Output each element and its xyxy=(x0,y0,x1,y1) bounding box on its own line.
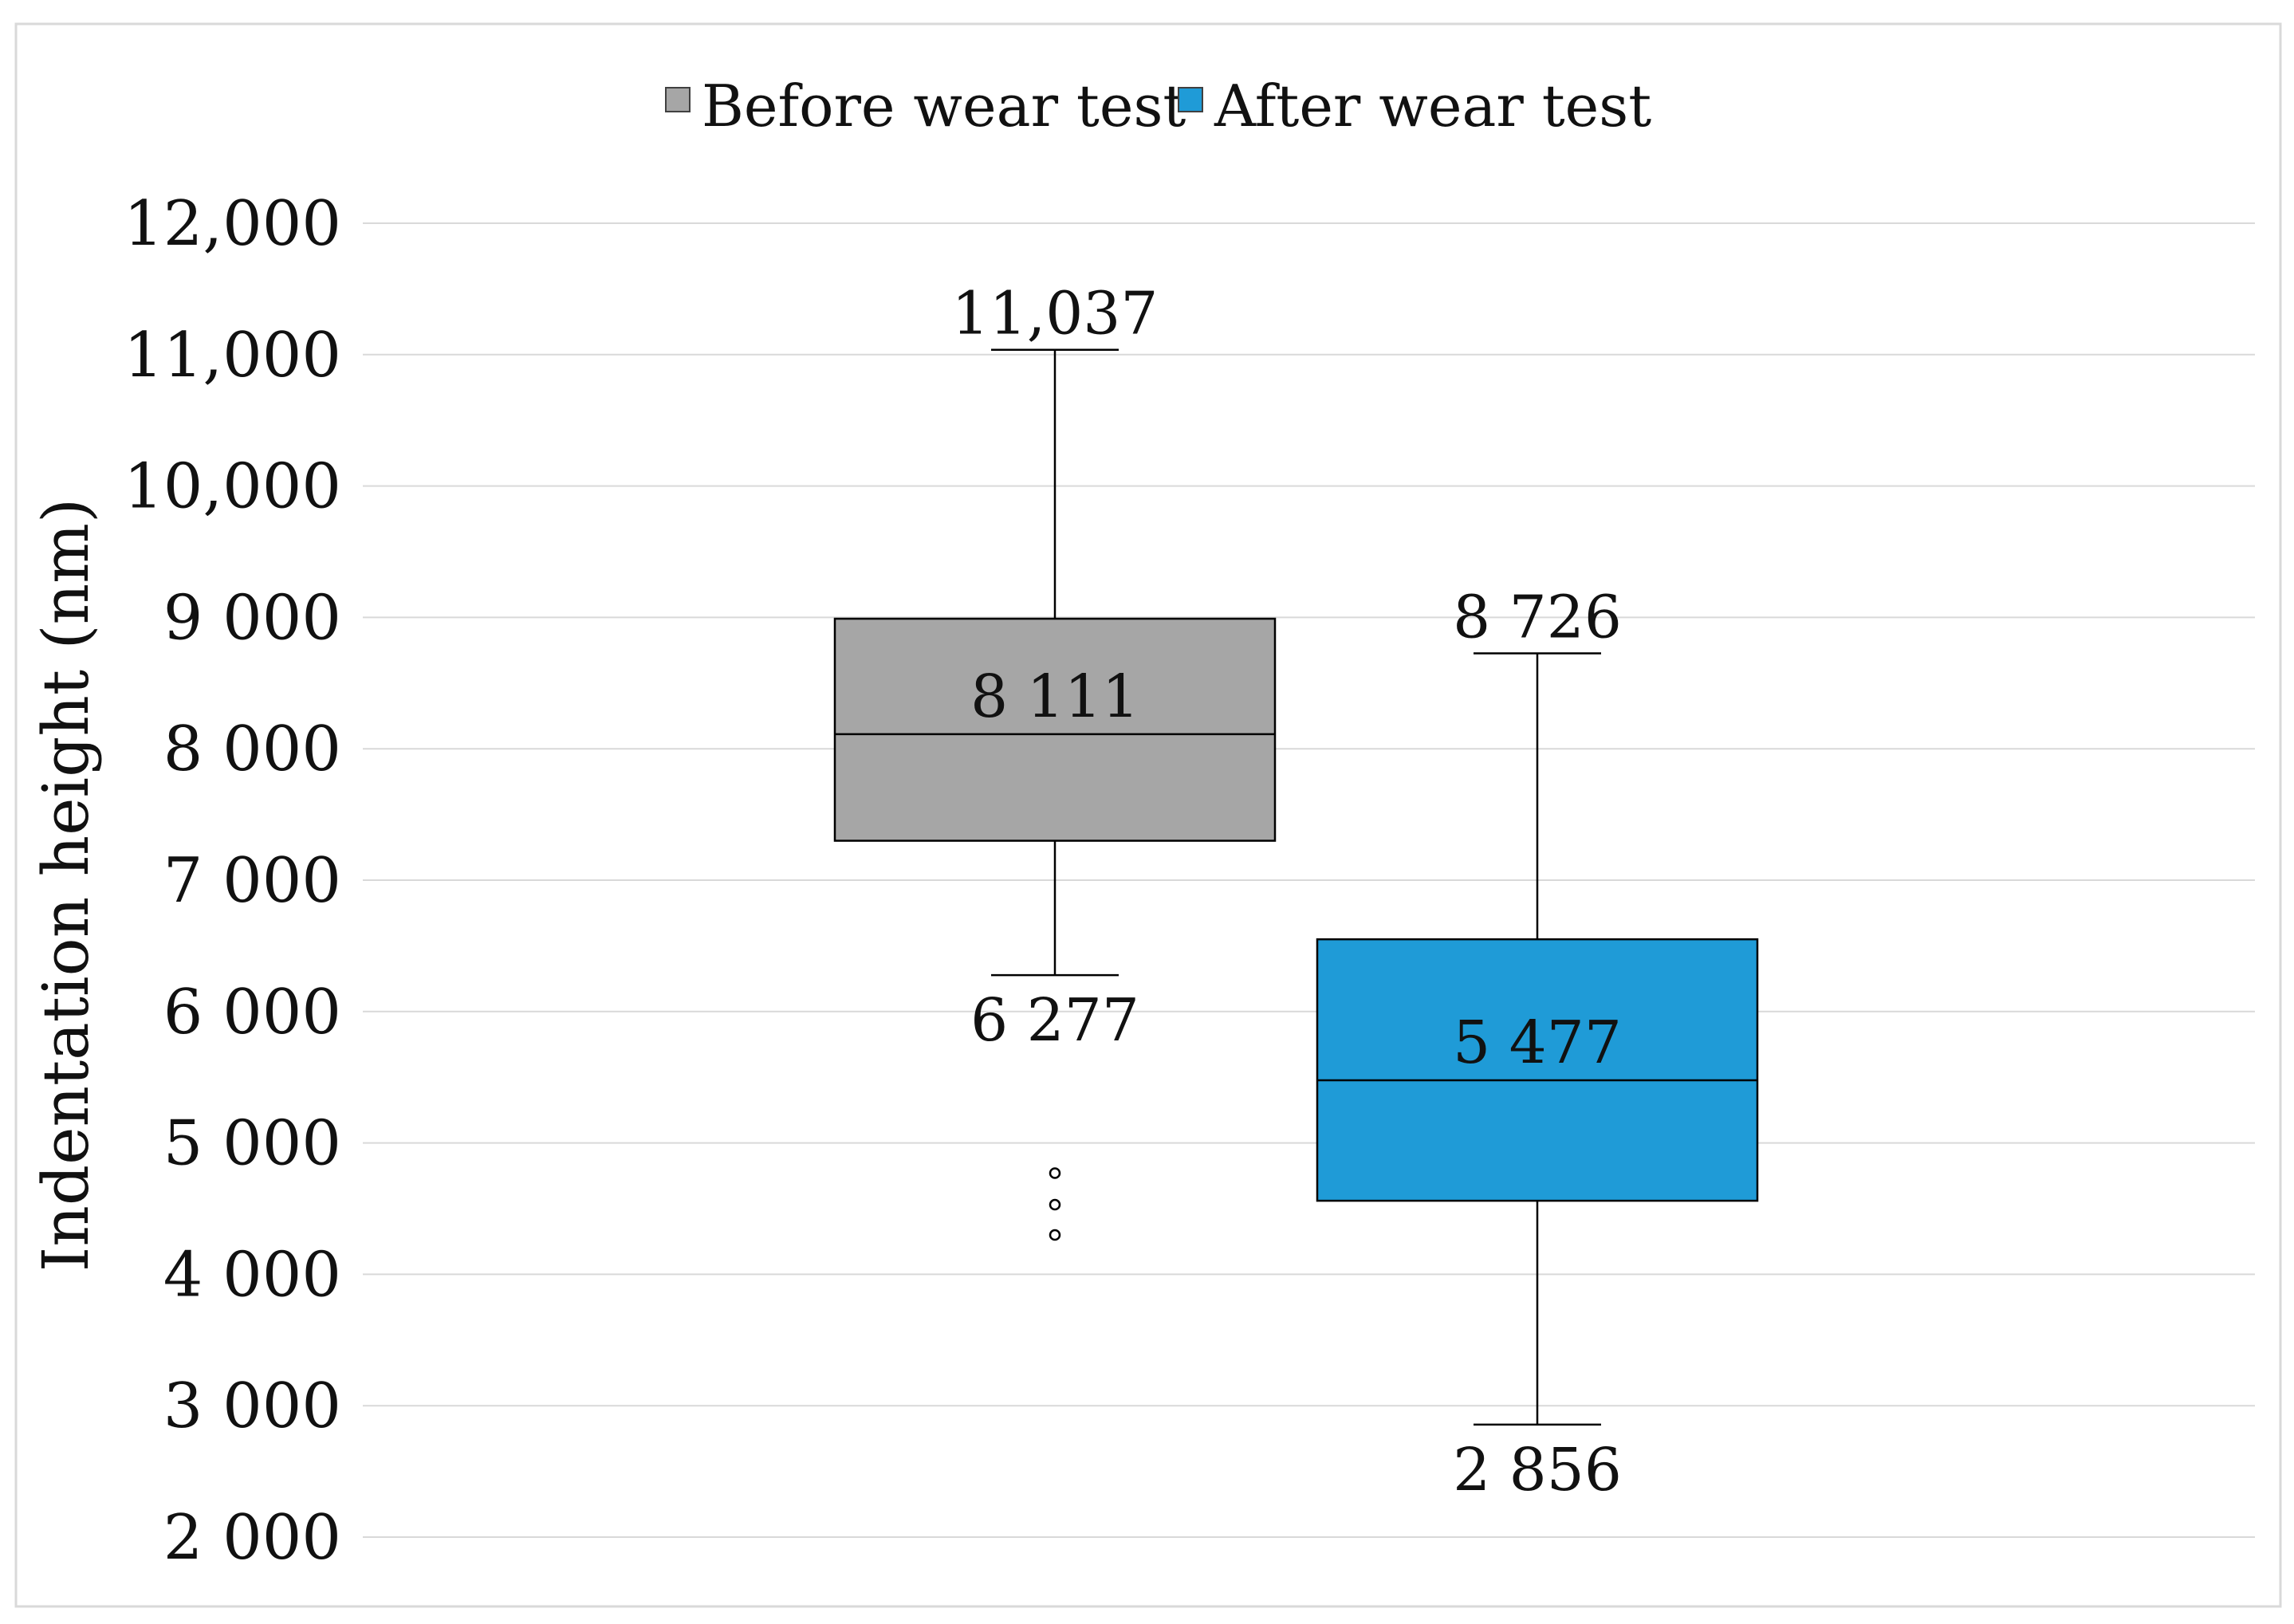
y-tick-label: 7 000 xyxy=(163,845,341,917)
y-tick-label: 5 000 xyxy=(163,1108,341,1180)
legend-label: Before wear test xyxy=(702,73,1186,140)
box-group: 11,037 8 111 6 277 xyxy=(833,280,1277,1241)
outlier-point xyxy=(1049,1229,1061,1241)
max-label: 8 726 xyxy=(1453,584,1622,652)
y-tick-label: 11,000 xyxy=(124,320,341,391)
legend: Before wear test After wear test xyxy=(665,73,1651,140)
y-tick-labels: 2 000 3 000 4 000 5 000 6 000 7 000 8 000 9 000… xyxy=(124,188,341,1574)
min-label: 6 277 xyxy=(970,986,1139,1055)
legend-label: After wear test xyxy=(1214,73,1651,140)
legend-swatch xyxy=(665,87,691,112)
box-series: 11,037 8 111 6 277 8 726 5 477 2 856 xyxy=(833,280,1759,1504)
legend-swatch xyxy=(1178,87,1203,112)
box-group: 8 726 5 477 2 856 xyxy=(1316,584,1759,1504)
max-label: 11,037 xyxy=(952,280,1159,348)
y-axis-title: Indentation height (nm) xyxy=(29,498,103,1272)
min-label: 2 856 xyxy=(1453,1436,1622,1504)
y-tick-label: 10,000 xyxy=(124,451,341,523)
iqr-box xyxy=(833,617,1277,842)
y-tick-label: 4 000 xyxy=(163,1239,341,1311)
y-tick-label: 9 000 xyxy=(163,582,341,654)
gridlines xyxy=(363,222,2255,1538)
y-tick-label: 3 000 xyxy=(163,1370,341,1442)
y-tick-label: 8 000 xyxy=(163,714,341,785)
outlier-point xyxy=(1049,1198,1061,1211)
median-label: 8 111 xyxy=(970,663,1139,731)
y-tick-label: 6 000 xyxy=(163,977,341,1048)
median-label: 5 477 xyxy=(1453,1009,1622,1077)
y-tick-label: 2 000 xyxy=(163,1502,341,1574)
y-tick-label: 12,000 xyxy=(124,188,341,260)
outlier-point xyxy=(1049,1167,1061,1179)
iqr-box xyxy=(1316,938,1759,1202)
